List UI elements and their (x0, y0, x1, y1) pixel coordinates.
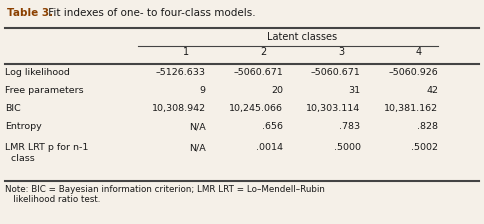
Text: 20: 20 (271, 86, 283, 95)
Text: N/A: N/A (189, 143, 206, 152)
Text: Free parameters: Free parameters (5, 86, 83, 95)
Text: 31: 31 (348, 86, 361, 95)
Text: .656: .656 (262, 122, 283, 131)
Text: –5060.671: –5060.671 (311, 68, 361, 77)
Text: –5126.633: –5126.633 (156, 68, 206, 77)
Text: 42: 42 (426, 86, 438, 95)
Text: Fit indexes of one- to four-class models.: Fit indexes of one- to four-class models… (45, 8, 255, 18)
Text: 1: 1 (183, 47, 189, 57)
Text: .0014: .0014 (256, 143, 283, 152)
Text: BIC: BIC (5, 104, 21, 113)
Text: 10,308.942: 10,308.942 (151, 104, 206, 113)
Text: –5060.671: –5060.671 (233, 68, 283, 77)
Text: 10,303.114: 10,303.114 (306, 104, 361, 113)
Text: –5060.926: –5060.926 (388, 68, 438, 77)
Text: 10,381.162: 10,381.162 (384, 104, 438, 113)
Text: Table 3.: Table 3. (7, 8, 53, 18)
Text: 4: 4 (416, 47, 422, 57)
Text: Note: BIC = Bayesian information criterion; LMR LRT = Lo–Mendell–Rubin
   likeli: Note: BIC = Bayesian information criteri… (5, 185, 325, 204)
Text: 9: 9 (200, 86, 206, 95)
Text: Latent classes: Latent classes (268, 32, 337, 43)
Text: LMR LRT p for n-1
  class: LMR LRT p for n-1 class (5, 143, 88, 163)
Text: .5002: .5002 (411, 143, 438, 152)
Text: Entropy: Entropy (5, 122, 42, 131)
Text: N/A: N/A (189, 122, 206, 131)
Text: .783: .783 (339, 122, 361, 131)
Text: 3: 3 (338, 47, 344, 57)
Text: .828: .828 (417, 122, 438, 131)
Text: 10,245.066: 10,245.066 (229, 104, 283, 113)
Text: 2: 2 (261, 47, 267, 57)
Text: .5000: .5000 (333, 143, 361, 152)
Text: Log likelihood: Log likelihood (5, 68, 70, 77)
